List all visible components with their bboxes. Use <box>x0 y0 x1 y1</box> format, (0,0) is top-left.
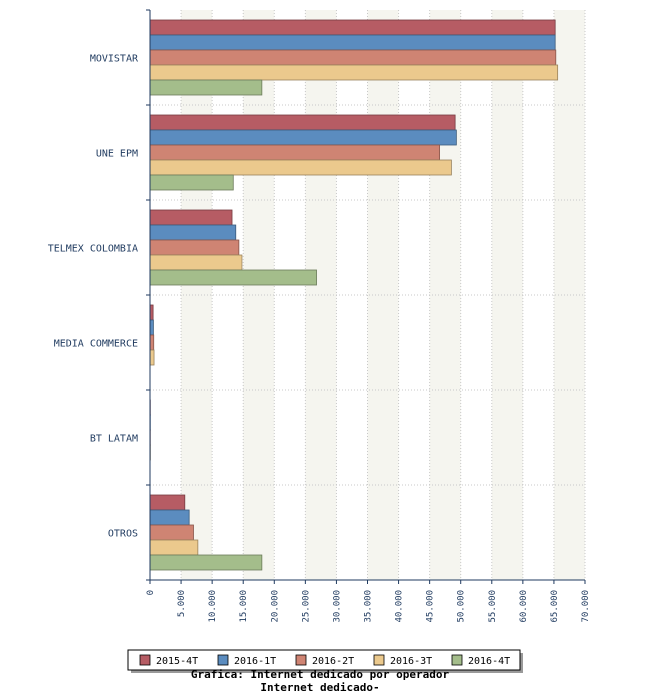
bar-2016-3T-media-commerce <box>149 349 155 366</box>
x-tick-label: 55.000 <box>488 590 498 623</box>
grid-band <box>429 10 461 580</box>
x-tick-label: 45.000 <box>426 590 436 623</box>
category-label: BT LATAM <box>90 434 138 445</box>
bar-2016-3T-une-epm <box>149 159 452 176</box>
x-tick-label: 0 <box>146 590 156 595</box>
bar-2016-3T-movistar <box>149 64 559 81</box>
category-label: MOVISTAR <box>90 54 139 65</box>
bar-2016-1T-telmex-colombia <box>149 224 237 241</box>
caption-line-2: Internet dedicado- <box>260 681 379 694</box>
grid-band <box>305 10 337 580</box>
bar-2016-1T-une-epm <box>149 129 457 146</box>
bar-2015-4T-une-epm <box>149 114 456 131</box>
bar-2015-4T-movistar <box>149 19 556 36</box>
legend-swatch <box>451 654 463 666</box>
x-tick-label: 35.000 <box>364 590 374 623</box>
legend-swatch <box>139 654 151 666</box>
bar-2016-4T-movistar <box>149 79 263 96</box>
x-tick-labels: 0 5.000 10.000 15.000 20.000 25.000 30.000 35.0… <box>146 590 591 623</box>
bar-2016-2T-media-commerce <box>149 334 155 351</box>
legend: 2015-4T 2016-1T 2016-2T 2016-3T 2016-4T <box>127 649 523 673</box>
bar-2016-1T-movistar <box>149 34 556 51</box>
category-label: OTROS <box>108 529 138 540</box>
bar-2016-4T-telmex-colombia <box>149 269 317 286</box>
legend-label: 2016-1T <box>234 656 276 667</box>
x-tick-label: 65.000 <box>550 590 560 623</box>
category-label: MEDIA COMMERCE <box>54 339 138 350</box>
bar-2016-2T-otros <box>149 524 194 541</box>
x-tick-label: 25.000 <box>301 590 311 623</box>
x-tick-label: 40.000 <box>395 590 405 623</box>
legend-label: 2016-3T <box>390 656 432 667</box>
bar-2016-2T-telmex-colombia <box>149 239 240 256</box>
grid-lines <box>150 10 586 580</box>
bar-2016-2T-une-epm <box>149 144 440 161</box>
bar-2016-1T-media-commerce <box>149 319 154 336</box>
x-tick-label: 30.000 <box>332 590 342 623</box>
bar-2015-4T-otros <box>149 494 186 511</box>
bar-2016-4T-une-epm <box>149 174 234 191</box>
x-tick-label: 60.000 <box>519 590 529 623</box>
bar-2016-3T-otros <box>149 539 199 556</box>
bar-2016-1T-otros <box>149 509 190 526</box>
x-tick-label: 15.000 <box>239 590 249 623</box>
legend-label: 2015-4T <box>156 656 198 667</box>
legend-swatch <box>217 654 229 666</box>
legend-swatch <box>295 654 307 666</box>
axes <box>146 9 586 584</box>
bar-2016-3T-telmex-colombia <box>149 254 243 271</box>
caption-line-1: Grafica: Internet dedicado por operador <box>191 668 450 681</box>
category-label: UNE EPM <box>96 149 138 160</box>
x-tick-label: 10.000 <box>208 590 218 623</box>
x-tick-label: 20.000 <box>270 590 280 623</box>
x-tick-label: 5.000 <box>177 590 187 617</box>
category-labels: MOVISTAR UNE EPM TELMEX COLOMBIA MEDIA COMM… <box>48 54 139 540</box>
legend-label: 2016-4T <box>468 656 510 667</box>
x-tick-label: 50.000 <box>457 590 467 623</box>
bar-2016-4T-otros <box>149 554 263 571</box>
category-label: TELMEX COLOMBIA <box>48 244 138 255</box>
legend-label: 2016-2T <box>312 656 354 667</box>
legend-swatch <box>373 654 385 666</box>
grid-bands <box>181 10 585 580</box>
bar-2015-4T-telmex-colombia <box>149 209 233 226</box>
x-tick-label: 70.000 <box>581 590 591 623</box>
bars <box>149 19 559 571</box>
bar-2016-2T-movistar <box>149 49 557 66</box>
